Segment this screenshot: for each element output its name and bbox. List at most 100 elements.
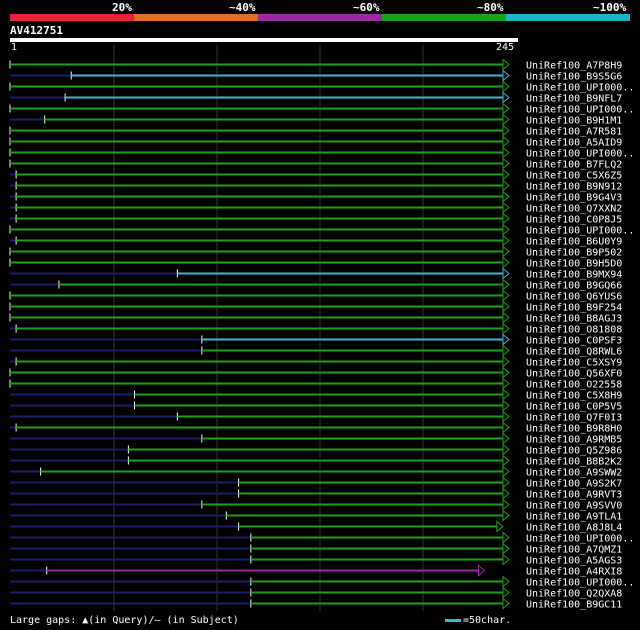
hit-label[interactable]: UniRef100_Q6YUS6 xyxy=(526,292,622,303)
hit-label[interactable]: UniRef100_Q56XF0 xyxy=(526,369,622,380)
hit-label[interactable]: UniRef100_A4RXI8 xyxy=(526,567,622,578)
hit-label[interactable]: UniRef100_B9H5D0 xyxy=(526,259,622,270)
hit-row[interactable]: UniRef100_UPI000.. xyxy=(9,102,634,116)
hit-row[interactable]: UniRef100_A7QMZ1 xyxy=(10,542,622,556)
hit-label[interactable]: UniRef100_B9R8H0 xyxy=(526,424,622,435)
hit-row[interactable]: UniRef100_UPI000.. xyxy=(9,80,634,94)
hit-row[interactable]: UniRef100_Q2QXA8 xyxy=(10,586,622,600)
hit-label[interactable]: UniRef100_Q7XXN2 xyxy=(526,204,622,215)
hit-row[interactable]: UniRef100_A9RVT3 xyxy=(10,487,622,501)
hit-row[interactable]: UniRef100_B9F254 xyxy=(9,300,622,314)
hit-row[interactable]: UniRef100_Q7F0I3 xyxy=(10,410,622,424)
hit-label[interactable]: UniRef100_A7P8H9 xyxy=(526,61,622,72)
hit-label[interactable]: UniRef100_A9TLA1 xyxy=(526,512,622,523)
hit-label[interactable]: UniRef100_B9GQ66 xyxy=(526,281,622,292)
hit-label[interactable]: UniRef100_UPI000.. xyxy=(526,149,634,160)
hit-row[interactable]: UniRef100_C0PSF3 xyxy=(10,333,622,347)
hit-label[interactable]: UniRef100_A9RMB5 xyxy=(526,435,622,446)
hit-row[interactable]: UniRef100_A8J8L4 xyxy=(10,520,622,534)
hit-label[interactable]: UniRef100_A5AGS3 xyxy=(526,556,622,567)
hit-row[interactable]: UniRef100_Q7XXN2 xyxy=(10,201,622,215)
hit-label[interactable]: UniRef100_UPI000.. xyxy=(526,83,634,94)
hit-row[interactable]: UniRef100_A4RXI8 xyxy=(10,564,622,578)
hit-label[interactable]: UniRef100_A9SWW2 xyxy=(526,468,622,479)
hit-label[interactable]: UniRef100_C5X6Z5 xyxy=(526,171,622,182)
hit-label[interactable]: UniRef100_B7FLQ2 xyxy=(526,160,622,171)
hit-row[interactable]: UniRef100_Q8RWL6 xyxy=(10,344,622,358)
hit-row[interactable]: UniRef100_A9S2K7 xyxy=(10,476,622,490)
hit-label[interactable]: UniRef100_A7QMZ1 xyxy=(526,545,622,556)
hit-label[interactable]: UniRef100_A9S2K7 xyxy=(526,479,622,490)
hit-row[interactable]: UniRef100_A9RMB5 xyxy=(10,432,622,446)
hit-row[interactable]: UniRef100_B6U0Y9 xyxy=(10,234,622,248)
hit-label[interactable]: UniRef100_B9MX94 xyxy=(526,270,622,281)
hit-label[interactable]: UniRef100_UPI000.. xyxy=(526,578,634,589)
hit-label[interactable]: UniRef100_Q2QXA8 xyxy=(526,589,622,600)
hit-row[interactable]: UniRef100_O81808 xyxy=(10,322,622,336)
hit-label[interactable]: UniRef100_UPI000.. xyxy=(526,534,634,545)
hit-row[interactable]: UniRef100_B9S5G6 xyxy=(10,69,622,83)
hit-row[interactable]: UniRef100_Q6YUS6 xyxy=(9,289,622,303)
hit-row[interactable]: UniRef100_B9GC11 xyxy=(10,597,622,611)
hit-row[interactable]: UniRef100_B9GQ66 xyxy=(10,278,622,292)
hit-label[interactable]: UniRef100_UPI000.. xyxy=(526,226,634,237)
hit-row[interactable]: UniRef100_B9H5D0 xyxy=(9,256,622,270)
hit-label[interactable]: UniRef100_O81808 xyxy=(526,325,622,336)
hit-row[interactable]: UniRef100_Q5Z986 xyxy=(10,443,622,457)
hit-row[interactable]: UniRef100_B9G4V3 xyxy=(10,190,622,204)
hit-label[interactable]: UniRef100_Q7F0I3 xyxy=(526,413,622,424)
hit-label[interactable]: UniRef100_A8J8L4 xyxy=(526,523,622,534)
hit-row[interactable]: UniRef100_C5X8H9 xyxy=(10,388,622,402)
hit-row[interactable]: UniRef100_UPI000.. xyxy=(9,223,634,237)
hit-row[interactable]: UniRef100_A9TLA1 xyxy=(10,509,622,523)
hit-label[interactable]: UniRef100_C5XSY9 xyxy=(526,358,622,369)
hit-label[interactable]: UniRef100_C0P8J5 xyxy=(526,215,622,226)
hit-label[interactable]: UniRef100_B9F254 xyxy=(526,303,622,314)
hit-label[interactable]: UniRef100_B9H1M1 xyxy=(526,116,622,127)
hit-label[interactable]: UniRef100_B9GC11 xyxy=(526,600,622,611)
hit-label[interactable]: UniRef100_C0PSF3 xyxy=(526,336,622,347)
hit-row[interactable]: UniRef100_B8AGJ3 xyxy=(9,311,622,325)
hit-row[interactable]: UniRef100_B7FLQ2 xyxy=(9,157,622,171)
hit-row[interactable]: UniRef100_UPI000.. xyxy=(10,575,634,589)
hit-label[interactable]: UniRef100_B9N912 xyxy=(526,182,622,193)
hit-row[interactable]: UniRef100_B9R8H0 xyxy=(10,421,622,435)
hit-label[interactable]: UniRef100_B8AGJ3 xyxy=(526,314,622,325)
hit-row[interactable]: UniRef100_Q56XF0 xyxy=(9,366,622,380)
hit-row[interactable]: UniRef100_A7R581 xyxy=(9,124,622,138)
hit-row[interactable]: UniRef100_C5X6Z5 xyxy=(10,168,622,182)
hit-label[interactable]: UniRef100_A5AID9 xyxy=(526,138,622,149)
hit-row[interactable]: UniRef100_A5AID9 xyxy=(9,135,622,149)
hit-label[interactable]: UniRef100_C0P5V5 xyxy=(526,402,622,413)
hit-row[interactable]: UniRef100_A9SWW2 xyxy=(10,465,622,479)
hit-label[interactable]: UniRef100_A9SVV0 xyxy=(526,501,622,512)
hit-label[interactable]: UniRef100_B9S5G6 xyxy=(526,72,622,83)
hit-row[interactable]: UniRef100_B9NFL7 xyxy=(10,91,622,105)
hit-row[interactable]: UniRef100_B9P502 xyxy=(9,245,622,259)
hit-row[interactable]: UniRef100_A7P8H9 xyxy=(9,58,622,72)
hit-row[interactable]: UniRef100_C0P8J5 xyxy=(10,212,622,226)
hit-row[interactable]: UniRef100_A5AGS3 xyxy=(10,553,622,567)
hit-row[interactable]: UniRef100_UPI000.. xyxy=(10,531,634,545)
hit-label[interactable]: UniRef100_UPI000.. xyxy=(526,105,634,116)
hit-label[interactable]: UniRef100_O22558 xyxy=(526,380,622,391)
hit-label[interactable]: UniRef100_B9NFL7 xyxy=(526,94,622,105)
hit-label[interactable]: UniRef100_B9P502 xyxy=(526,248,622,259)
hit-label[interactable]: UniRef100_A9RVT3 xyxy=(526,490,622,501)
hit-row[interactable]: UniRef100_A9SVV0 xyxy=(10,498,622,512)
hit-row[interactable]: UniRef100_C5XSY9 xyxy=(10,355,622,369)
hit-row[interactable]: UniRef100_B8B2K2 xyxy=(10,454,622,468)
hit-label[interactable]: UniRef100_Q8RWL6 xyxy=(526,347,622,358)
hit-row[interactable]: UniRef100_B9MX94 xyxy=(10,267,622,281)
hit-label[interactable]: UniRef100_B6U0Y9 xyxy=(526,237,622,248)
hit-row[interactable]: UniRef100_B9H1M1 xyxy=(10,113,622,127)
hit-label[interactable]: UniRef100_B8B2K2 xyxy=(526,457,622,468)
hit-row[interactable]: UniRef100_O22558 xyxy=(9,377,622,391)
hit-label[interactable]: UniRef100_Q5Z986 xyxy=(526,446,622,457)
hit-label[interactable]: UniRef100_B9G4V3 xyxy=(526,193,622,204)
hit-label[interactable]: UniRef100_C5X8H9 xyxy=(526,391,622,402)
hit-row[interactable]: UniRef100_UPI000.. xyxy=(9,146,634,160)
hit-label[interactable]: UniRef100_A7R581 xyxy=(526,127,622,138)
hit-row[interactable]: UniRef100_C0P5V5 xyxy=(10,399,622,413)
hit-row[interactable]: UniRef100_B9N912 xyxy=(10,179,622,193)
